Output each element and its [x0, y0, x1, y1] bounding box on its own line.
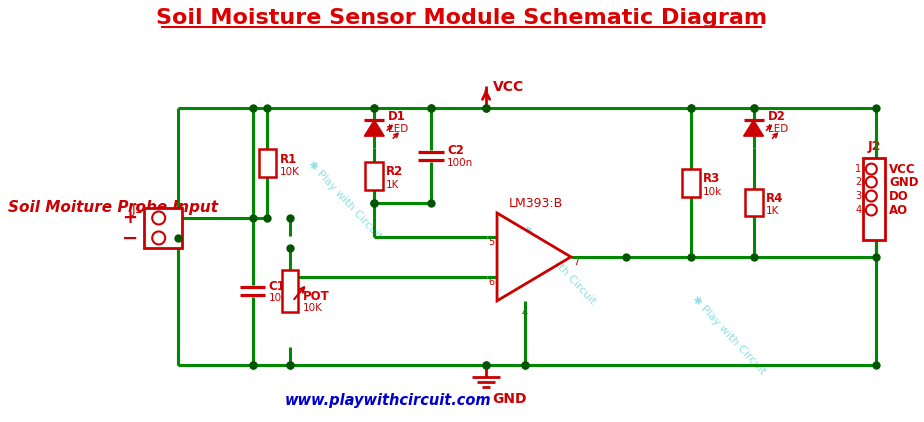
Text: 6: 6 — [488, 277, 494, 287]
Text: VCC: VCC — [889, 162, 916, 176]
FancyBboxPatch shape — [682, 168, 699, 197]
Text: R3: R3 — [702, 172, 720, 185]
Text: J1: J1 — [131, 203, 142, 216]
Text: ✱ Play with Circuit: ✱ Play with Circuit — [306, 159, 383, 241]
Text: C2: C2 — [447, 144, 464, 157]
Text: R1: R1 — [279, 153, 297, 165]
Text: 2: 2 — [855, 177, 861, 187]
Text: 1: 1 — [856, 164, 861, 174]
FancyBboxPatch shape — [365, 162, 383, 189]
Text: 4: 4 — [856, 205, 861, 215]
Text: ✱ Play with Circuit: ✱ Play with Circuit — [690, 294, 767, 376]
Circle shape — [152, 231, 165, 244]
Text: 10K: 10K — [302, 303, 322, 313]
FancyBboxPatch shape — [144, 208, 182, 248]
Circle shape — [152, 211, 165, 225]
Text: 10K: 10K — [279, 167, 299, 177]
Text: LED: LED — [768, 124, 788, 134]
Text: C1: C1 — [269, 280, 286, 293]
Text: +: + — [503, 229, 515, 243]
Polygon shape — [744, 120, 763, 136]
Text: 4: 4 — [522, 308, 528, 318]
Text: AO: AO — [889, 203, 908, 216]
FancyBboxPatch shape — [283, 271, 298, 312]
Text: Soil Moiture Probe Input: Soil Moiture Probe Input — [8, 200, 218, 215]
Circle shape — [866, 176, 877, 187]
Circle shape — [866, 164, 877, 175]
Text: 2: 2 — [173, 213, 179, 223]
Text: 1: 1 — [173, 233, 179, 243]
Text: −: − — [122, 228, 138, 247]
Text: VCC: VCC — [493, 80, 524, 94]
Circle shape — [866, 205, 877, 216]
FancyBboxPatch shape — [745, 189, 762, 216]
Text: 100n: 100n — [447, 157, 473, 168]
Text: 10k: 10k — [702, 187, 722, 197]
Text: R4: R4 — [765, 192, 783, 205]
Text: DO: DO — [889, 189, 909, 203]
Text: LM393:B: LM393:B — [509, 197, 564, 210]
Text: LED: LED — [388, 124, 408, 134]
Text: −: − — [503, 271, 516, 287]
Text: POT: POT — [302, 290, 329, 303]
Text: 5: 5 — [488, 237, 494, 247]
Text: GND: GND — [492, 392, 527, 406]
Text: +: + — [122, 209, 138, 227]
Text: www.playwithcircuit.com: www.playwithcircuit.com — [285, 392, 491, 408]
Text: R2: R2 — [386, 165, 404, 178]
FancyBboxPatch shape — [259, 149, 276, 177]
Text: D2: D2 — [768, 110, 785, 123]
Text: 7: 7 — [573, 257, 579, 267]
Text: D1: D1 — [388, 110, 407, 123]
Text: 1K: 1K — [765, 206, 779, 216]
Circle shape — [866, 191, 877, 202]
Text: J2: J2 — [868, 140, 881, 153]
FancyBboxPatch shape — [863, 158, 885, 240]
Text: Soil Moisture Sensor Module Schematic Diagram: Soil Moisture Sensor Module Schematic Di… — [155, 8, 767, 28]
Text: ✱ Play with Circuit: ✱ Play with Circuit — [520, 224, 598, 306]
Polygon shape — [497, 213, 571, 301]
Text: GND: GND — [889, 176, 918, 189]
Polygon shape — [364, 120, 384, 136]
Text: 1K: 1K — [386, 179, 399, 189]
Text: 100n: 100n — [269, 293, 295, 303]
Text: 3: 3 — [856, 191, 861, 201]
